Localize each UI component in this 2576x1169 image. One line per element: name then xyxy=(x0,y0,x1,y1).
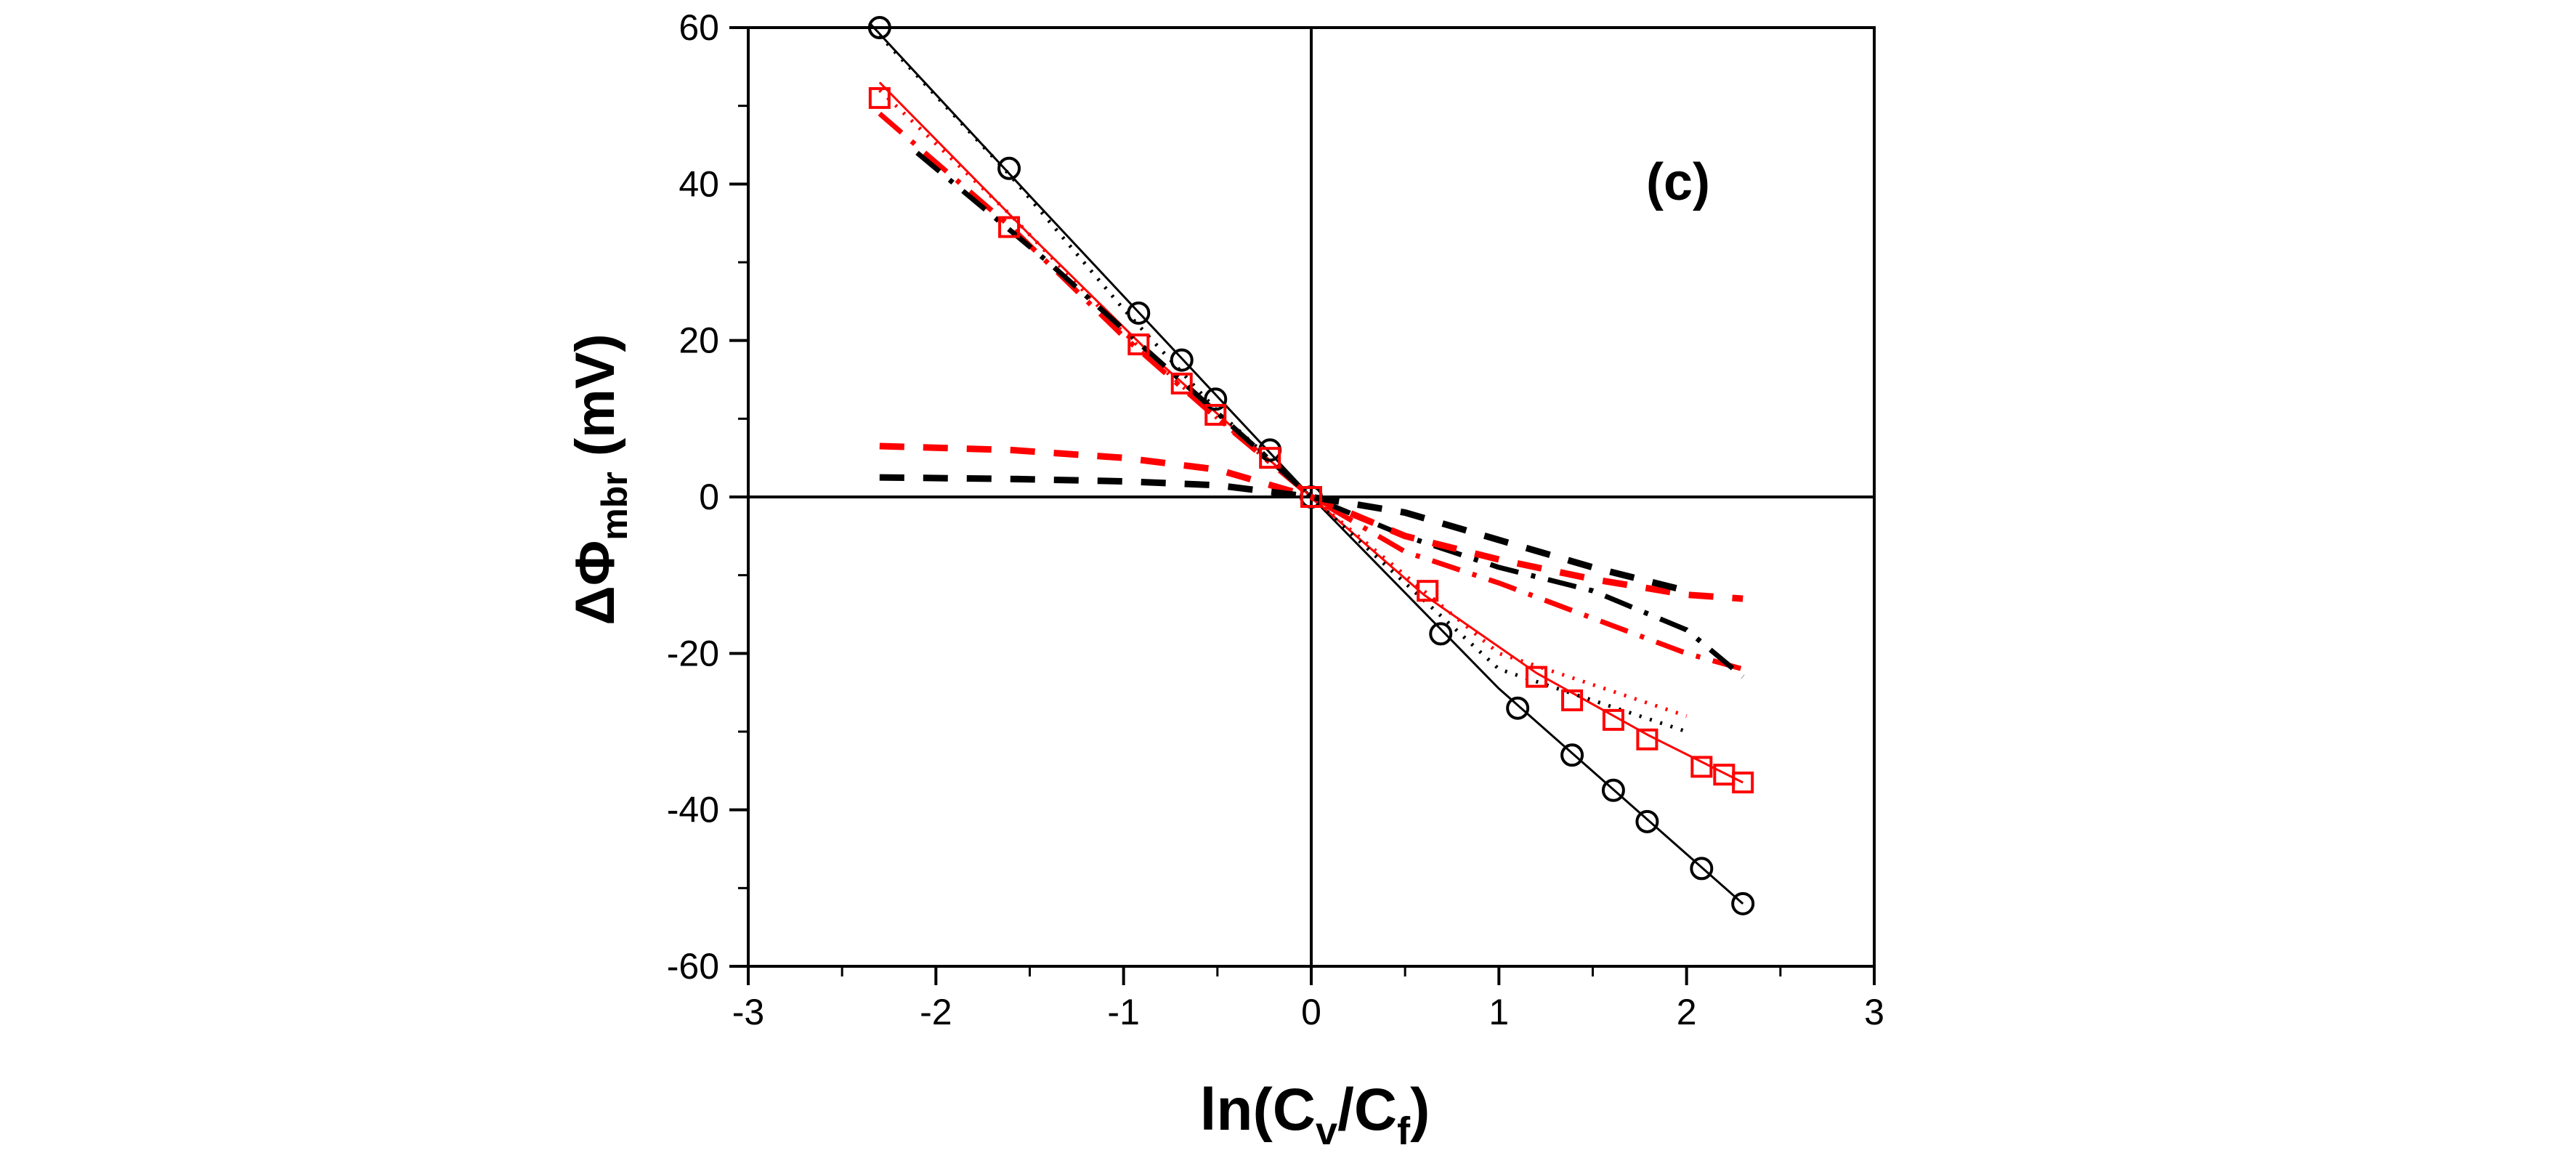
data-point-square xyxy=(1417,580,1439,602)
x-axis-title-base: ln(C xyxy=(1200,1077,1316,1143)
panel-label: (c) xyxy=(1646,153,1710,211)
data-point-circle xyxy=(1429,622,1453,646)
data-point-circle xyxy=(1506,696,1530,720)
y-tick-label: 40 xyxy=(679,163,719,204)
data-point-square xyxy=(1204,403,1227,426)
x-axis-title-end: ) xyxy=(1410,1077,1430,1143)
series-line-black-dash-dot xyxy=(915,150,1745,679)
data-point-circle xyxy=(1560,743,1584,767)
data-point-square xyxy=(1636,728,1658,751)
series-line-red-dotted xyxy=(878,89,1688,718)
y-axis-title-base: ΔΦ xyxy=(564,541,626,626)
x-tick-label: -3 xyxy=(732,992,764,1032)
series-line-red-solid-fit xyxy=(878,81,1743,784)
y-tick-label: -20 xyxy=(667,633,719,674)
data-point-square xyxy=(1690,756,1713,778)
x-tick-label: 3 xyxy=(1864,992,1884,1032)
x-tick-label: 0 xyxy=(1301,992,1321,1032)
y-tick-label: 60 xyxy=(679,7,719,48)
x-tick-label: 1 xyxy=(1489,992,1509,1032)
data-point-square xyxy=(1602,708,1624,731)
data-point-square xyxy=(1127,333,1150,356)
data-point-square xyxy=(998,216,1021,238)
data-point-circle xyxy=(1170,348,1194,372)
data-point-square xyxy=(1259,447,1281,469)
data-point-circle xyxy=(1258,438,1282,462)
y-tick-label: -40 xyxy=(667,790,719,830)
data-point-circle xyxy=(1635,809,1659,833)
x-axis-title-mid: /C xyxy=(1337,1077,1397,1143)
series-layer xyxy=(869,23,1745,905)
x-tick-label: -1 xyxy=(1107,992,1139,1032)
data-point-circle xyxy=(1204,387,1228,411)
series-line-red-dashed xyxy=(879,442,1743,602)
data-point-square xyxy=(1732,771,1754,793)
data-point-circle xyxy=(1731,891,1755,915)
data-point-circle xyxy=(1127,301,1151,325)
x-axis-title: ln(Cv/Cf) xyxy=(1200,1077,1430,1153)
data-point-circle xyxy=(997,156,1021,180)
data-point-circle xyxy=(1601,778,1625,802)
x-tick-label: 2 xyxy=(1677,992,1697,1032)
y-axis-title-sub: mbr xyxy=(594,472,635,540)
tick-layer: -3 -2 -1 0 1 2 3 -60 -40 -20 0 20 40 60 xyxy=(667,7,1884,1032)
data-point-square xyxy=(1526,666,1547,688)
series-line-black-dotted xyxy=(878,34,1688,734)
y-tick-label: 20 xyxy=(679,320,719,361)
y-tick-label: -60 xyxy=(667,946,719,987)
x-tick-label: -2 xyxy=(920,992,952,1032)
x-axis-title-sub2: f xyxy=(1397,1109,1411,1153)
data-point-square xyxy=(1170,372,1193,395)
y-axis-title: ΔΦmbr (mV) xyxy=(564,333,635,625)
marker-layer xyxy=(867,16,1755,915)
data-point-square xyxy=(868,86,891,109)
x-axis-title-sub1: v xyxy=(1316,1109,1337,1153)
data-point-square xyxy=(1713,764,1735,786)
y-tick-label: 0 xyxy=(699,477,719,517)
y-axis-title-unit: (mV) xyxy=(564,333,626,472)
data-point-square xyxy=(1561,689,1584,711)
data-point-circle xyxy=(1690,857,1714,881)
data-point-square xyxy=(1300,486,1322,508)
series-line-black-solid-fit xyxy=(869,23,1744,905)
